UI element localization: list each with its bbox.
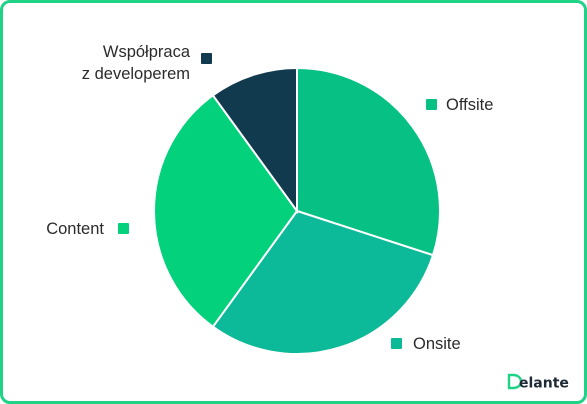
pie-slice-content	[153, 93, 299, 329]
legend-swatch-onsite	[391, 338, 402, 349]
delante-logo: elante	[507, 373, 569, 392]
pie-slices	[153, 66, 441, 355]
pie-slice-offsite	[296, 66, 441, 257]
legend-label-developer-line-2: z developerem	[82, 65, 190, 83]
pie-slice-wsppraca	[211, 66, 298, 215]
legend-swatch-content	[118, 223, 129, 234]
legend-swatch-developer	[201, 53, 212, 64]
legend-label-developer-line-1: Współpraca	[103, 43, 191, 61]
delante-logo-icon	[507, 373, 523, 390]
legend-label-content: Content	[46, 220, 104, 238]
legend-label-onsite: Onsite	[413, 335, 461, 353]
delante-logo-text: elante	[519, 376, 569, 392]
pie-slice-onsite	[211, 209, 435, 355]
legend-swatch-offsite	[426, 99, 437, 110]
legend-label-offsite: Offsite	[446, 96, 493, 114]
